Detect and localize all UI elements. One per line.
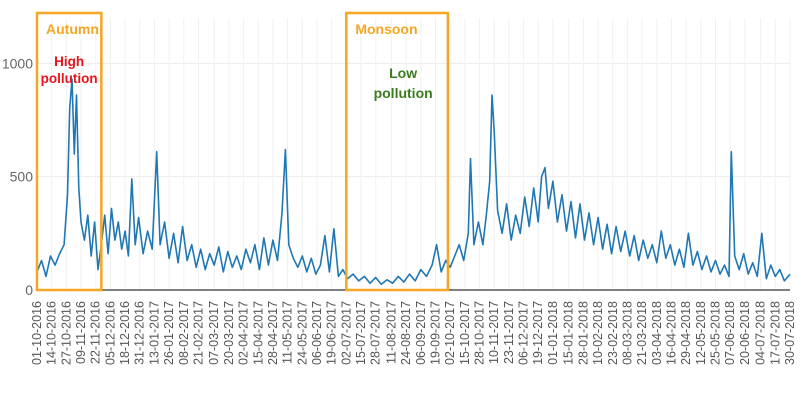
x-tick-label: 31-12-2016 — [133, 301, 147, 365]
y-tick-label: 1000 — [2, 55, 33, 71]
x-tick-label: 08-02-2017 — [177, 301, 191, 365]
x-tick-label: 28-07-2017 — [369, 301, 383, 365]
x-tick-label: 21-03-2018 — [635, 301, 649, 365]
y-tick-label: 500 — [10, 169, 34, 185]
high-pollution-label: pollution — [41, 71, 98, 86]
x-tick-label: 17-07-2018 — [768, 301, 782, 365]
x-tick-label: 15-10-2017 — [458, 301, 472, 365]
x-tick-label: 20-03-2017 — [222, 301, 236, 365]
x-tick-label: 19-12-2017 — [531, 301, 545, 365]
x-tick-label: 02-10-2017 — [443, 301, 457, 365]
monsoon-label: Monsoon — [355, 21, 417, 37]
y-tick-label: 0 — [25, 282, 33, 298]
x-tick-label: 11-05-2017 — [281, 301, 295, 364]
x-tick-label: 14-10-2016 — [45, 301, 59, 365]
x-tick-label: 10-02-2018 — [591, 301, 605, 365]
x-tick-label: 28-01-2018 — [576, 301, 590, 365]
x-tick-label: 28-10-2017 — [473, 301, 487, 365]
x-tick-label: 19-06-2017 — [325, 301, 339, 365]
x-tick-label: 04-07-2018 — [754, 301, 768, 365]
x-tick-label: 23-11-2017 — [502, 301, 516, 364]
low-pollution-label: Low — [389, 65, 417, 81]
x-tick-label: 21-02-2017 — [191, 301, 205, 365]
x-tick-label: 02-07-2017 — [339, 301, 353, 365]
x-tick-label: 22-11-2016 — [89, 301, 103, 364]
grid — [36, 18, 791, 290]
x-tick-label: 24-05-2017 — [295, 301, 309, 365]
x-tick-label: 15-01-2018 — [562, 301, 576, 365]
x-tick-label: 13-01-2017 — [147, 301, 161, 365]
y-axis: 0 500 1000 — [2, 55, 33, 298]
x-tick-label: 01-10-2016 — [30, 301, 44, 365]
x-tick-label: 23-02-2018 — [606, 301, 620, 365]
x-tick-label: 07-03-2017 — [207, 301, 221, 365]
x-tick-label: 19-09-2017 — [429, 301, 443, 365]
x-tick-label: 18-12-2016 — [118, 301, 132, 365]
x-tick-label: 20-06-2018 — [738, 301, 752, 365]
x-tick-label: 02-04-2017 — [237, 301, 251, 365]
monsoon-box — [345, 11, 450, 292]
autumn-label: Autumn — [46, 21, 99, 37]
x-tick-label: 27-10-2016 — [59, 301, 73, 365]
x-tick-label: 10-11-2017 — [487, 301, 501, 364]
x-tick-label: 08-03-2018 — [620, 301, 634, 365]
x-tick-label: 06-12-2017 — [517, 301, 531, 365]
x-tick-label: 15-04-2017 — [251, 301, 265, 365]
x-tick-label: 03-04-2018 — [650, 301, 664, 365]
x-tick-label: 24-08-2017 — [399, 301, 413, 365]
x-tick-label: 11-08-2017 — [385, 301, 399, 364]
x-tick-label: 28-04-2017 — [266, 301, 280, 365]
x-tick-label: 26-01-2017 — [162, 301, 176, 365]
x-tick-label: 29-04-2018 — [679, 301, 693, 365]
x-tick-label: 06-06-2017 — [310, 301, 324, 365]
x-tick-label: 15-07-2017 — [354, 301, 368, 365]
x-tick-label: 25-05-2018 — [709, 301, 723, 365]
x-tick-label: 30-07-2018 — [783, 301, 797, 365]
series-line — [36, 78, 791, 286]
x-tick-label: 01-01-2018 — [546, 301, 560, 365]
x-axis: 01-10-2016 14-10-2016 27-10-2016 09-11-2016… — [30, 301, 797, 365]
x-tick-label: 05-12-2016 — [103, 301, 117, 365]
x-tick-label: 09-11-2016 — [74, 301, 88, 364]
x-tick-label: 07-06-2018 — [723, 301, 737, 365]
x-tick-label: 06-09-2017 — [414, 301, 428, 365]
annotations: Autumn Monsoon High pollution Low pollution — [35, 11, 450, 292]
series-line-layer — [36, 78, 791, 286]
low-pollution-label: pollution — [374, 85, 433, 101]
x-tick-label: 16-04-2018 — [665, 301, 679, 365]
x-tick-label: 12-05-2018 — [694, 301, 708, 365]
autumn-box — [35, 11, 103, 292]
high-pollution-label: High — [54, 54, 84, 69]
